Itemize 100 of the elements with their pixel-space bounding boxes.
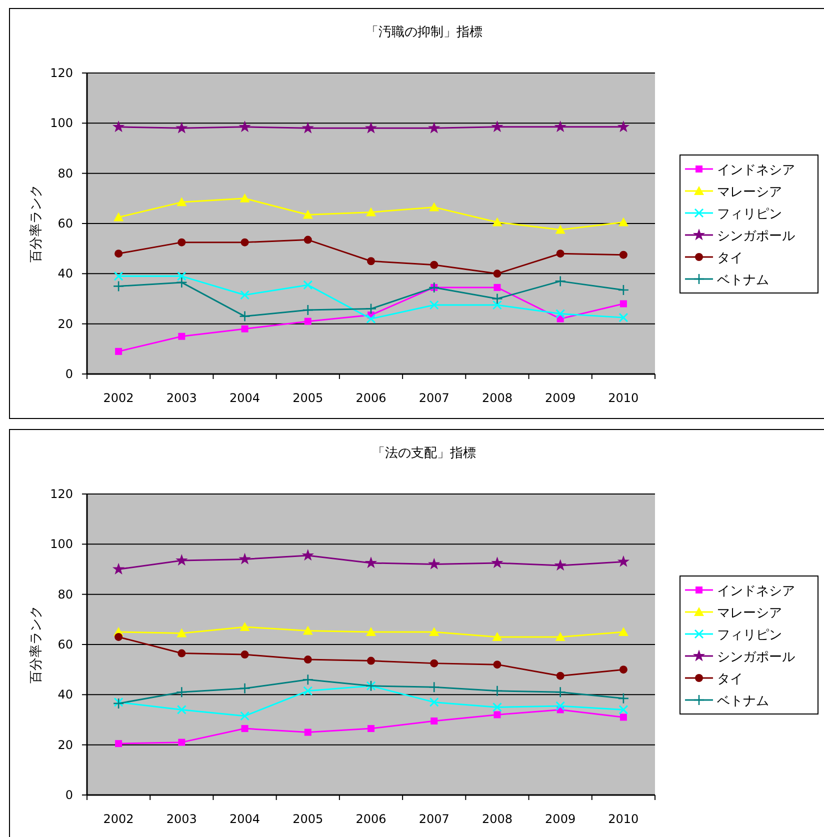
point — [556, 672, 564, 680]
point — [114, 250, 123, 258]
point — [366, 314, 376, 324]
point — [176, 276, 188, 288]
point — [492, 632, 502, 641]
point — [494, 711, 501, 718]
y-axis-title: 百分率ランク — [28, 184, 44, 262]
point — [302, 122, 314, 133]
point — [239, 121, 250, 132]
point — [303, 686, 313, 696]
point — [114, 212, 124, 222]
point — [240, 650, 249, 659]
point — [178, 238, 186, 246]
x-tick-label: 2003 — [166, 391, 197, 405]
point — [113, 563, 124, 574]
y-tick-label: 40 — [58, 688, 73, 702]
point — [430, 659, 438, 668]
point — [429, 202, 440, 212]
point — [430, 260, 438, 269]
y-tick-label: 80 — [58, 587, 73, 602]
point — [492, 702, 502, 712]
point — [304, 656, 312, 664]
point — [618, 284, 630, 296]
point — [240, 622, 250, 631]
point — [556, 250, 564, 258]
point — [302, 210, 313, 219]
x-tick-label: 2006 — [356, 812, 386, 826]
legend-label: フィリピン — [717, 207, 782, 222]
legend-label: ベトナム — [717, 273, 769, 288]
legend-label: シンガポール — [717, 229, 795, 244]
point — [115, 740, 122, 748]
point — [178, 332, 186, 340]
point — [302, 674, 314, 686]
point — [428, 122, 440, 133]
point — [304, 236, 312, 244]
point — [240, 711, 250, 721]
point — [302, 626, 313, 635]
point — [241, 725, 248, 732]
point — [365, 557, 377, 568]
x-tick-label: 2010 — [608, 812, 639, 826]
point — [112, 698, 124, 710]
point — [492, 293, 503, 304]
point — [304, 728, 312, 736]
point — [554, 276, 566, 287]
y-tick-label: 60 — [58, 216, 73, 230]
point — [113, 121, 124, 132]
x-tick-label: 2008 — [482, 391, 512, 405]
point — [303, 280, 313, 290]
point — [618, 704, 628, 714]
point — [493, 660, 502, 669]
y-tick-label: 120 — [50, 487, 73, 501]
x-tick-label: 2002 — [103, 391, 134, 405]
chart-title: 「法の支配」指標 — [372, 446, 476, 461]
point — [492, 300, 502, 310]
x-tick-label: 2008 — [482, 812, 512, 826]
point — [556, 309, 566, 319]
x-tick-label: 2009 — [545, 812, 576, 826]
point — [176, 122, 188, 133]
y-axis-title: 百分率ランク — [28, 606, 44, 684]
legend-label: フィリピン — [717, 628, 782, 643]
point — [365, 122, 377, 133]
point — [176, 197, 187, 206]
x-tick-label: 2010 — [608, 391, 639, 405]
point — [367, 257, 375, 266]
y-tick-label: 0 — [65, 788, 73, 802]
legend-label: インドネシア — [717, 163, 795, 178]
point — [239, 682, 250, 694]
point — [365, 303, 377, 314]
y-tick-label: 100 — [50, 116, 73, 130]
point — [112, 280, 124, 292]
point — [430, 718, 438, 725]
point — [176, 686, 188, 698]
point — [178, 649, 186, 658]
y-tick-label: 20 — [58, 316, 73, 331]
point — [618, 626, 628, 636]
point — [554, 560, 566, 570]
point — [429, 697, 439, 707]
point — [618, 556, 629, 566]
point — [492, 685, 503, 697]
legend-label: ベトナム — [717, 694, 769, 709]
point — [494, 284, 501, 291]
y-tick-label: 80 — [58, 166, 73, 180]
point — [240, 290, 250, 300]
x-tick-label: 2009 — [545, 391, 576, 405]
y-tick-label: 0 — [65, 367, 73, 381]
legend-label: マレーシア — [717, 606, 782, 621]
y-tick-label: 100 — [50, 537, 73, 552]
point — [620, 714, 627, 721]
chart-title: 「汚職の抑制」指標 — [366, 25, 482, 40]
x-tick-label: 2005 — [292, 391, 324, 405]
point — [240, 238, 249, 246]
point — [619, 666, 628, 674]
point — [493, 270, 502, 278]
x-tick-label: 2007 — [418, 812, 450, 826]
point — [428, 681, 440, 693]
point — [304, 318, 312, 325]
point — [368, 725, 374, 732]
point — [114, 697, 124, 707]
point — [176, 271, 186, 281]
point — [492, 557, 503, 568]
